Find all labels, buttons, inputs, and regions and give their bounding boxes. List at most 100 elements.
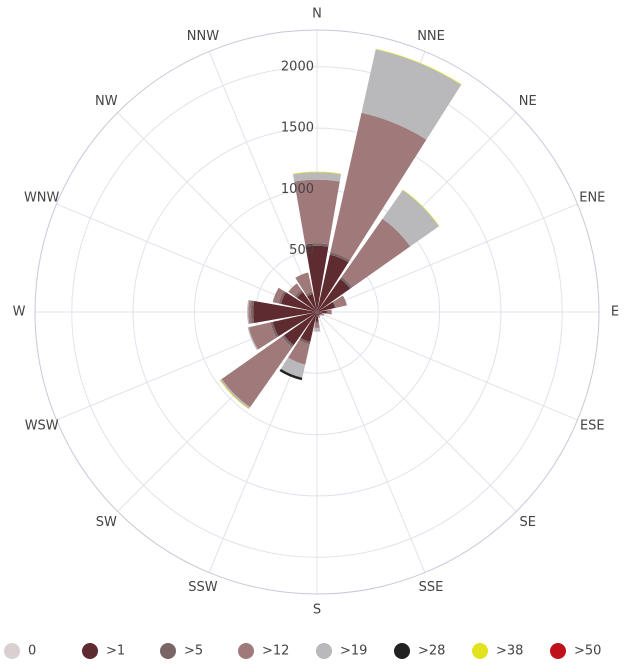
sector [279,368,303,381]
sector [288,339,310,365]
legend-swatch [472,643,488,659]
sector [292,172,342,182]
legend-label: >12 [262,644,289,659]
legend-swatch [550,643,566,659]
sector [333,295,347,308]
sector [317,315,320,317]
sector [341,218,411,288]
direction-label: SSE [419,580,444,595]
direction-label: SSW [188,580,218,595]
sector [327,309,332,315]
sector [250,300,255,324]
sector [300,312,317,342]
legend-label: >50 [574,644,601,659]
legend-swatch [394,643,410,659]
sector [281,335,294,348]
sector [294,179,340,245]
spoke [316,203,578,313]
sector [317,310,327,314]
sector [299,337,311,345]
sector [330,112,427,261]
sector [317,312,321,316]
sector [248,322,277,350]
sector [288,283,302,297]
direction-label: S [313,603,321,618]
direction-label: NW [95,94,118,109]
direction-label: E [611,305,619,320]
grid-circle [132,127,502,497]
sector [270,321,279,338]
sector [314,322,320,328]
sector [332,301,337,308]
sector [278,290,286,304]
sector [317,315,321,318]
spoke [56,203,318,313]
legend-swatch [82,643,98,659]
direction-label: WSW [25,419,59,434]
direction-label: ENE [579,190,605,205]
direction-label: SE [519,515,535,530]
sector [361,49,462,140]
legend-label: >19 [340,644,367,659]
sector [317,254,349,312]
radial-tick-label: 2000 [281,59,314,74]
direction-label: NNW [187,29,219,44]
sector [272,312,317,337]
direction-label: NNE [417,29,445,44]
sector [280,357,306,378]
radial-tick-label: 1000 [281,182,314,197]
legend-swatch [238,643,254,659]
sector [319,314,322,317]
sector [305,291,313,297]
direction-label: WNW [24,190,60,205]
sector [326,310,329,314]
spoke [316,311,426,573]
sector [313,327,321,332]
sector [292,171,342,175]
sector [382,190,439,247]
sector [281,292,317,312]
spoke [316,311,578,421]
sector [247,299,250,325]
direction-label: NE [519,94,537,109]
sector [317,278,351,312]
sector [221,336,293,408]
sector [317,312,319,316]
sector [319,314,321,316]
sector [305,245,329,312]
legend-swatch [316,643,332,659]
sector [317,302,335,312]
sector [283,312,317,346]
legend-label: >38 [496,644,523,659]
sector [305,243,329,247]
sector [247,327,258,351]
sector [340,276,353,289]
direction-label: N [312,7,322,22]
sector [321,313,323,315]
legend-label: >5 [184,644,203,659]
radial-tick-label: 1500 [281,121,314,136]
sector [272,287,284,304]
sector [294,289,303,298]
sector [253,301,317,323]
outer-circle [34,29,600,595]
radial-tick-label: 500 [289,243,314,258]
sector [315,321,319,324]
sector [296,291,317,312]
grid-circle [71,66,563,558]
spoke [208,51,318,313]
sector [295,272,313,295]
sector [329,252,350,263]
direction-label: SW [96,515,117,530]
spoke [316,311,517,512]
sector [321,313,325,316]
legend-label: >1 [106,644,125,659]
spoke [117,112,318,313]
direction-label: ESE [580,419,605,434]
legend-label: >28 [418,644,445,659]
legend-swatch [160,643,176,659]
legend-label: 0 [28,644,36,659]
sector [248,300,252,324]
sector [307,294,317,312]
